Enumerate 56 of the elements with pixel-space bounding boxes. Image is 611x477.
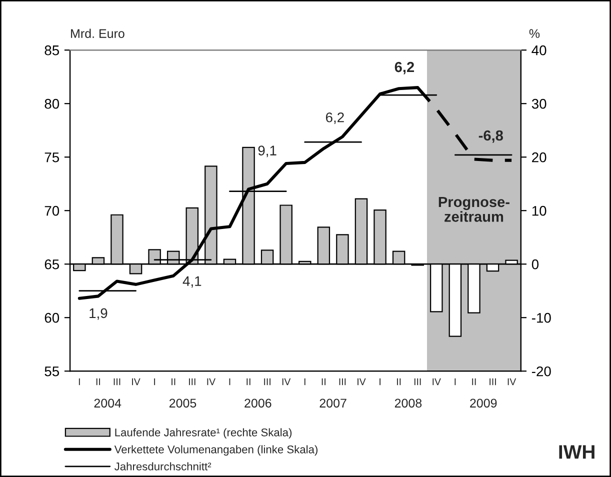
y-tick-label: 80 (44, 98, 60, 109)
text: 2009 (470, 398, 497, 408)
x-tick-label: IV (508, 378, 516, 386)
x-tick-label: IV (358, 378, 366, 386)
y-tick-label: 60 (44, 312, 60, 323)
text: IWH (559, 445, 594, 459)
x-tick-label: III (188, 378, 196, 386)
y-tick-label: 85 (44, 45, 60, 56)
x-tick-label: I (304, 378, 306, 386)
annotation: 6,2 (394, 62, 414, 74)
y-tick-label: 70 (44, 206, 60, 216)
y2-tick-label: 10 (532, 206, 546, 216)
x-tick-label: II (397, 378, 401, 386)
text: 2005 (169, 398, 196, 408)
y-tick-label: 55 (44, 366, 60, 376)
x-tick-label: I (154, 378, 156, 386)
x-tick-label: IV (282, 378, 291, 386)
text: 2004 (94, 398, 122, 408)
y2-tick-label: -10 (532, 312, 551, 323)
legend-label: Jahresdurchschnitt² (114, 462, 212, 470)
x-tick-label: II (246, 378, 250, 386)
y2-tick-label: 30 (532, 98, 546, 109)
x-tick-label: II (96, 378, 100, 386)
x-tick-label: I (229, 378, 230, 386)
y-tick-label: 65 (44, 259, 60, 270)
y-axis-title: Mrd. Euro (71, 28, 124, 38)
x-tick-label: IV (207, 378, 216, 386)
x-tick-label: I (78, 378, 80, 386)
annotation: 9,1 (258, 146, 276, 158)
x-tick-label: III (114, 378, 120, 386)
y2-tick-label: 20 (532, 152, 546, 162)
y2-tick-label: 0 (532, 259, 539, 270)
x-tick-label: II (172, 378, 176, 386)
y2-tick-label: 40 (532, 45, 546, 56)
x-tick-label: I (454, 378, 456, 386)
y-tick-label: 75 (44, 152, 60, 162)
y2-tick-label: -20 (532, 366, 551, 376)
annotation: 4,1 (182, 276, 202, 288)
annotation: Prognose- zeitraum (438, 196, 510, 222)
legend-label: Verkettete Volumenangaben (linke Skala) (114, 445, 318, 456)
x-tick-label: III (414, 378, 421, 386)
x-tick-label: IV (432, 378, 441, 386)
text: 2007 (320, 398, 346, 408)
legend-label: Laufende Jahresrate¹ (rechte Skala) (115, 428, 292, 439)
x-tick-label: III (264, 378, 270, 386)
x-tick-label: II (472, 378, 476, 386)
x-tick-label: IV (132, 378, 140, 386)
x-tick-label: III (490, 378, 496, 386)
annotation: 6,2 (326, 112, 344, 124)
y2-axis-title: % (529, 29, 540, 38)
annotation: -6,8 (478, 130, 503, 143)
text: 2006 (244, 398, 272, 408)
text: 2008 (394, 398, 422, 408)
x-tick-label: III (339, 378, 346, 386)
annotation: 1,9 (90, 308, 108, 320)
x-tick-label: II (322, 378, 326, 386)
